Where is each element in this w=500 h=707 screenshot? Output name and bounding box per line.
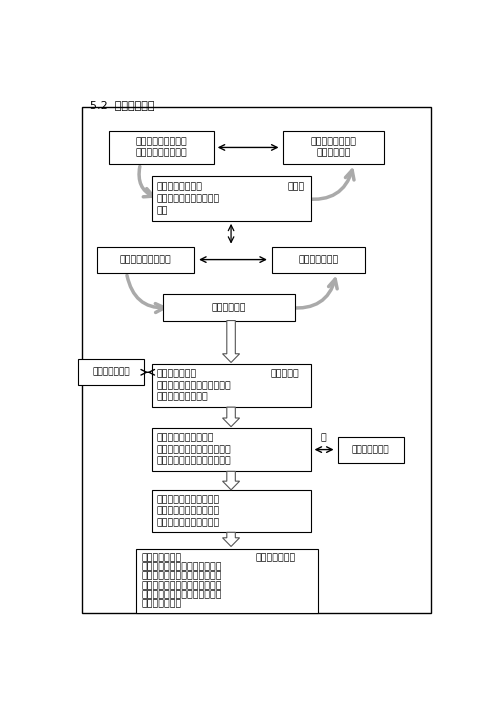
FancyBboxPatch shape xyxy=(152,363,310,407)
FancyBboxPatch shape xyxy=(163,294,295,320)
Text: 进行咨询，构建适合表演发展的: 进行咨询，构建适合表演发展的 xyxy=(141,590,222,599)
Text: 专家访谈、反馈: 专家访谈、反馈 xyxy=(298,255,339,264)
Text: 专家咨询获得相关
方面权威信息: 专家咨询获得相关 方面权威信息 xyxy=(311,138,357,157)
Text: 查阅大量相关文献，
了解国内外研究现状: 查阅大量相关文献， 了解国内外研究现状 xyxy=(136,138,187,157)
FancyBboxPatch shape xyxy=(152,490,310,532)
Polygon shape xyxy=(222,532,240,547)
Text: 握的数据资料进行梳理。: 握的数据资料进行梳理。 xyxy=(156,518,220,527)
Text: 统计、比较、分析，对相关专家: 统计、比较、分析，对相关专家 xyxy=(141,581,222,590)
Text: 制定研究计划: 制定研究计划 xyxy=(212,303,246,312)
FancyBboxPatch shape xyxy=(109,131,214,164)
Text: 根据研究对: 根据研究对 xyxy=(271,369,300,378)
FancyBboxPatch shape xyxy=(152,176,310,221)
Text: 表演专业教育实践现有模式进行: 表演专业教育实践现有模式进行 xyxy=(141,572,222,580)
FancyBboxPatch shape xyxy=(284,131,384,164)
Text: 育院校: 育院校 xyxy=(288,182,304,191)
Text: 过对相关院校表演专业的调查: 过对相关院校表演专业的调查 xyxy=(156,445,232,454)
Text: 文献资料法研究: 文献资料法研究 xyxy=(92,368,130,377)
Text: 5.2  研究技术路线: 5.2 研究技术路线 xyxy=(90,100,154,110)
Text: 表演专业教育实践模式的: 表演专业教育实践模式的 xyxy=(156,194,220,203)
Text: 利用文献资料法、专家访: 利用文献资料法、专家访 xyxy=(156,496,220,504)
FancyBboxPatch shape xyxy=(338,437,404,463)
Text: 确定研究课题：体: 确定研究课题：体 xyxy=(156,182,202,191)
Text: 发放和回收调查问卷：: 发放和回收调查问卷： xyxy=(156,433,214,443)
Text: 象及主要问题，针对性设计调: 象及主要问题，针对性设计调 xyxy=(156,381,232,390)
Text: 教育实践模式。: 教育实践模式。 xyxy=(141,600,182,609)
Text: 分卷的统计和整理，对体育院校: 分卷的统计和整理，对体育院校 xyxy=(141,562,222,571)
FancyBboxPatch shape xyxy=(98,247,194,273)
Text: 通: 通 xyxy=(320,433,326,443)
Text: 查路线和相关问题。: 查路线和相关问题。 xyxy=(156,392,208,402)
FancyBboxPatch shape xyxy=(152,428,310,472)
Polygon shape xyxy=(222,407,240,427)
Text: 问卷进行分析、统计、筛选。: 问卷进行分析、统计、筛选。 xyxy=(156,457,232,466)
FancyBboxPatch shape xyxy=(82,107,430,613)
Text: 效度、信度检验: 效度、信度检验 xyxy=(352,445,390,455)
Text: 通过资料查阅、: 通过资料查阅、 xyxy=(256,553,296,562)
FancyBboxPatch shape xyxy=(78,359,144,385)
Text: 设计调查问卷：: 设计调查问卷： xyxy=(156,369,197,378)
Text: 检索、查阅相关文献: 检索、查阅相关文献 xyxy=(120,255,172,264)
Polygon shape xyxy=(222,472,240,490)
Text: 构建: 构建 xyxy=(156,206,168,215)
FancyBboxPatch shape xyxy=(272,247,365,273)
Text: 预期论文结论：: 预期论文结论： xyxy=(141,553,182,562)
FancyBboxPatch shape xyxy=(136,549,318,613)
Polygon shape xyxy=(222,320,240,363)
Text: 谈法和数据分析法，对掌: 谈法和数据分析法，对掌 xyxy=(156,507,220,515)
